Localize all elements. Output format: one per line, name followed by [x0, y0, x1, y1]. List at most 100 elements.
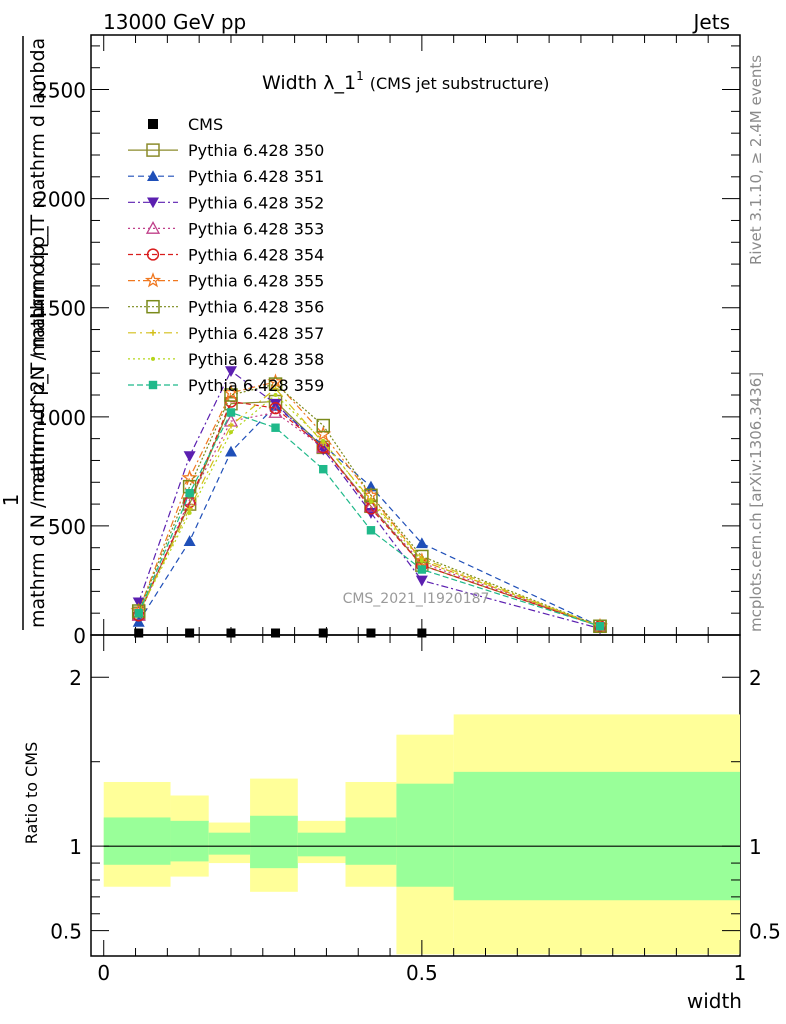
series-line: [138, 383, 601, 627]
legend-marker: [144, 272, 162, 288]
cms-data-point: [226, 628, 236, 638]
ratio-band-green: [208, 832, 251, 855]
series-line: [138, 400, 601, 627]
legend-label: Pythia 6.428 357: [188, 324, 324, 343]
data-point: [183, 451, 196, 463]
plot-title-main: Width λ_1: [262, 72, 356, 94]
ratio-ytick-label: 2: [69, 666, 82, 690]
plot-title: Width λ_11 (CMS jet substructure): [262, 69, 549, 94]
main-axes: 0 500 1000 1500 2000 2500: [35, 45, 740, 648]
xtick-label: 1: [734, 961, 747, 985]
ylabel-denominator: mathrm d N / mathrm d p_T mathrm d p_T: [27, 223, 49, 628]
data-point: [417, 565, 427, 574]
series-10: [134, 408, 605, 631]
data-point: [316, 418, 330, 433]
legend-label: Pythia 6.428 351: [188, 167, 324, 186]
legend-marker: [146, 143, 160, 157]
ratio-ytick-label: 1: [69, 835, 82, 859]
legend: CMS Pythia 6.428 350 Pythia 6.428 351 Pythi…: [128, 115, 324, 395]
legend-label: Pythia 6.428 358: [188, 350, 324, 369]
data-point: [593, 619, 607, 634]
main-ytick-label: 2000: [35, 188, 86, 212]
legend-marker: [147, 170, 159, 181]
data-point: [419, 558, 424, 563]
legend-marker: [150, 329, 156, 336]
xlabel: width: [687, 989, 742, 1013]
data-point: [319, 464, 328, 474]
xtick-label: 0.5: [406, 961, 438, 985]
legend-marker: [151, 356, 155, 361]
data-point: [186, 505, 193, 512]
legend-label: Pythia 6.428 353: [188, 219, 324, 238]
legend-label-cms: CMS: [188, 115, 223, 134]
data-point: [224, 445, 237, 457]
data-point: [269, 401, 282, 415]
ratio-band-green: [297, 832, 346, 857]
data-point: [187, 510, 192, 515]
legend-label: Pythia 6.428 350: [188, 141, 324, 160]
data-point: [321, 438, 326, 443]
legend-marker: [146, 248, 160, 261]
cms-data-point: [271, 628, 281, 638]
plot-title-sub: (CMS jet substructure): [370, 74, 550, 93]
data-point: [272, 385, 279, 392]
legend-marker: [148, 380, 158, 390]
xtick-label: 0: [97, 961, 110, 985]
data-point: [271, 423, 280, 432]
cms-data-point: [417, 628, 427, 638]
cms-data-point: [134, 628, 144, 638]
ratio-ylabel: Ratio to CMS: [22, 742, 41, 844]
data-point: [222, 384, 240, 400]
main-ytick-label: 500: [48, 515, 86, 539]
legend-marker: [146, 299, 160, 314]
series-line: [138, 411, 601, 627]
data-point: [183, 535, 196, 546]
plot-title-sup: 1: [356, 69, 364, 83]
data-point: [224, 388, 238, 402]
ylabel-numerator: 1: [0, 494, 23, 507]
ratio-ytick-label-right: 0.5: [749, 920, 781, 944]
data-point: [363, 498, 379, 512]
cms-data-point: [185, 628, 195, 638]
series-layer: [130, 366, 609, 638]
ratio-ytick-label-right: 1: [749, 835, 762, 859]
legend-label: Pythia 6.428 352: [188, 193, 324, 212]
series-cms: [134, 628, 427, 638]
legend-marker-cms: [148, 119, 158, 129]
legend-marker: [147, 197, 159, 209]
series-line: [138, 411, 601, 627]
ratio-band-green: [250, 815, 298, 869]
legend-marker: [145, 221, 161, 234]
series-line: [138, 387, 601, 627]
data-point: [224, 366, 237, 377]
ratio-bands: [103, 714, 740, 955]
legend-label: Pythia 6.428 359: [188, 376, 324, 395]
data-point: [185, 488, 194, 498]
legend-label: Pythia 6.428 354: [188, 246, 324, 265]
header-right: Jets: [692, 10, 730, 34]
cms-data-point: [318, 628, 328, 638]
ylabel-right: mathrm d^2N / mathrm d p_T mathrm d lamb…: [27, 38, 49, 502]
side-text-bottom: mcplots.cern.ch [arXiv:1306.3436]: [747, 372, 765, 632]
ratio-ytick-label-right: 2: [749, 666, 762, 690]
ratio-band-green: [345, 817, 397, 865]
data-point: [415, 537, 428, 549]
data-point: [273, 393, 278, 397]
ratio-band-green: [396, 783, 454, 887]
main-ytick-label: 0: [73, 624, 86, 648]
data-point: [269, 398, 282, 410]
data-point: [415, 575, 428, 587]
data-point: [182, 492, 197, 506]
series-line: [138, 370, 601, 630]
main-ytick-label: 1000: [35, 406, 86, 430]
data-point: [134, 608, 143, 618]
analysis-watermark: CMS_2021_I1920187: [343, 591, 490, 607]
side-text-top: Rivet 3.1.10, ≥ 2.4M events: [747, 55, 765, 265]
data-point: [366, 526, 376, 535]
data-point: [226, 408, 236, 417]
ratio-band-green: [453, 771, 740, 901]
main-ytick-label: 2500: [35, 79, 86, 103]
data-point: [228, 430, 233, 435]
data-point: [368, 499, 373, 504]
